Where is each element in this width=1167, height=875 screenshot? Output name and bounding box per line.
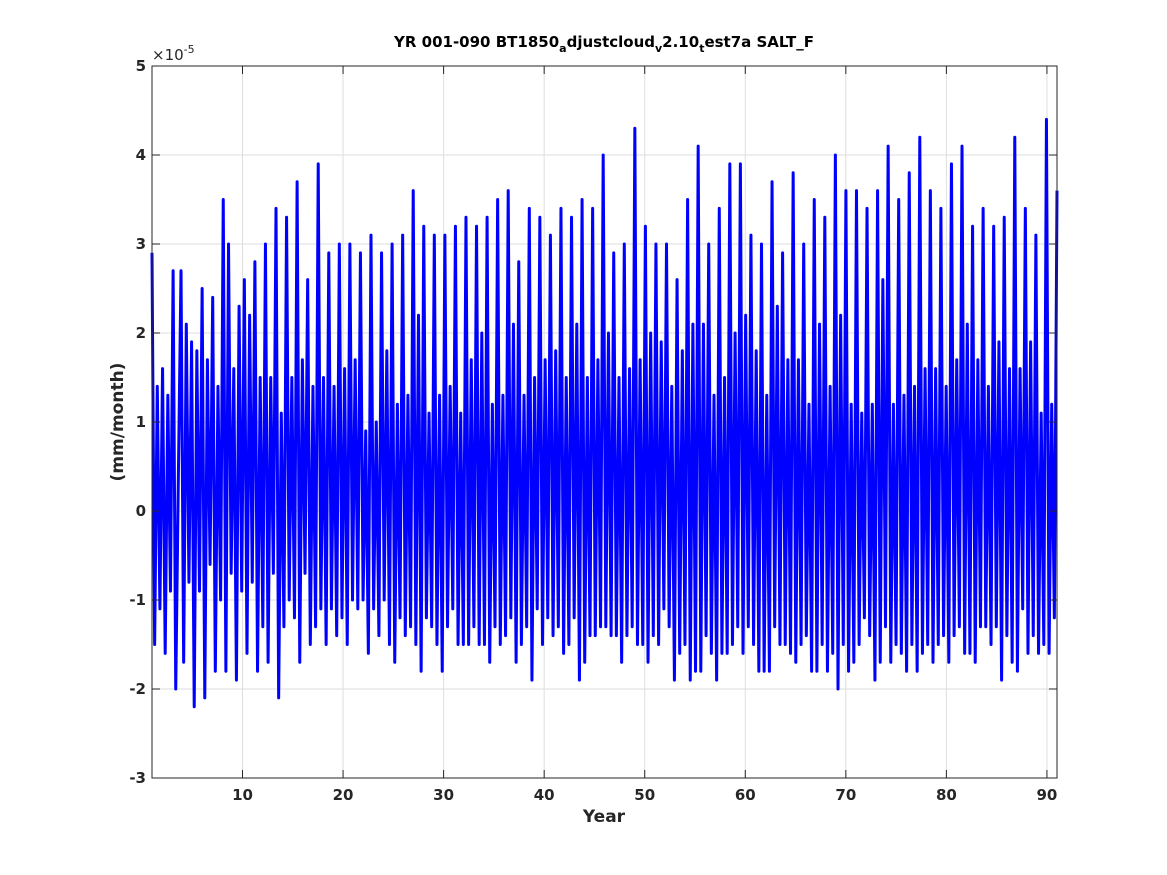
y-tick-label: -1	[129, 591, 146, 609]
y-tick-label: 3	[136, 235, 146, 253]
x-tick-label: 40	[534, 786, 555, 804]
x-tick-label: 10	[232, 786, 253, 804]
y-tick-label: -2	[129, 680, 146, 698]
y-tick-label: -3	[129, 769, 146, 787]
title-part-2: djustcloud	[567, 33, 655, 51]
x-tick-label: 50	[634, 786, 655, 804]
title-part-3: 2.10	[662, 33, 699, 51]
x-axis-label: Year	[582, 807, 626, 827]
title-sub-1: a	[559, 42, 566, 55]
y-tick-label: 2	[136, 324, 146, 342]
y-axis-label: (mm/month)	[108, 363, 128, 482]
y-tick-label: 0	[136, 502, 146, 520]
y-exponent-power: -5	[184, 43, 195, 56]
y-tick-label: 4	[136, 146, 146, 164]
y-tick-label: 1	[136, 413, 146, 431]
x-tick-label: 70	[835, 786, 856, 804]
x-tick-label: 20	[333, 786, 354, 804]
x-tick-label: 30	[433, 786, 454, 804]
x-tick-label: 80	[936, 786, 957, 804]
y-tick-label: 5	[136, 57, 146, 75]
y-exponent-base: ×10	[152, 46, 184, 64]
title-part-4: est7a SALT_F	[704, 33, 814, 51]
title-part-1: YR 001-090 BT1850	[393, 33, 559, 51]
x-tick-label: 60	[735, 786, 756, 804]
x-tick-label: 90	[1037, 786, 1058, 804]
